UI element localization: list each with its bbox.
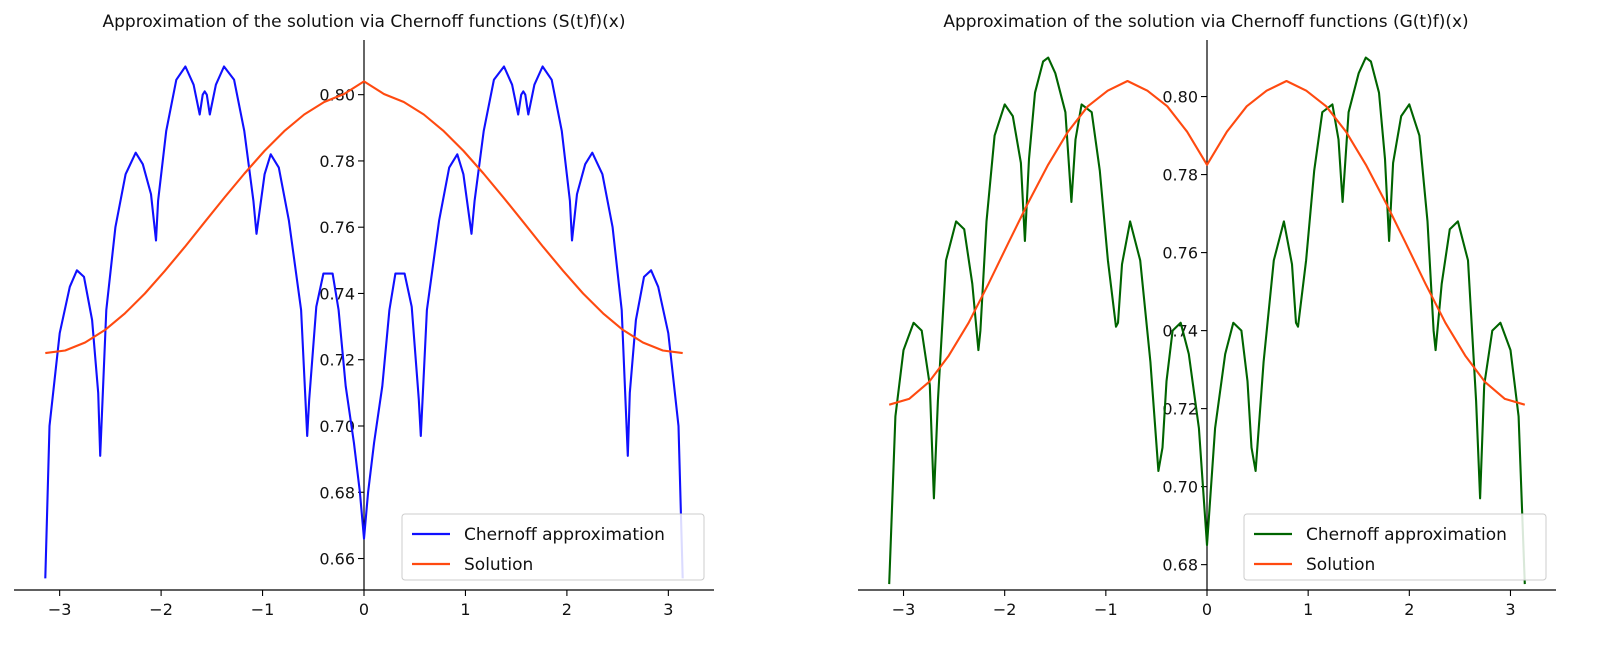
series-line-solution	[888, 79, 1526, 406]
y-tick-label: 0.68	[319, 483, 355, 502]
y-tick-label: 0.70	[1162, 478, 1198, 497]
legend-label: Solution	[464, 555, 533, 575]
y-tick-label: 0.80	[1162, 88, 1198, 107]
x-tick-label: 3	[1505, 600, 1515, 619]
legend-box	[401, 513, 705, 581]
x-tick-label: 1	[460, 600, 470, 619]
x-tick-label: 1	[1303, 600, 1313, 619]
series-line-chernoff-approximation	[44, 65, 684, 579]
y-tick-label: 0.72	[1162, 400, 1198, 419]
x-tick-label: 2	[562, 600, 572, 619]
legend-label: Chernoff approximation	[464, 525, 665, 545]
y-tick-label: 0.66	[319, 550, 355, 569]
x-tick-label: −2	[993, 600, 1017, 619]
x-tick-label: −3	[892, 600, 916, 619]
chart-title: Approximation of the solution via Cherno…	[103, 12, 626, 32]
x-tick-label: 0	[359, 600, 369, 619]
y-tick-label: 0.76	[1162, 244, 1198, 263]
y-tick-label: 0.78	[319, 152, 355, 171]
x-tick-label: −2	[149, 600, 173, 619]
chart-title: Approximation of the solution via Cherno…	[943, 12, 1468, 32]
legend-box	[1243, 513, 1547, 581]
legend-label: Chernoff approximation	[1306, 525, 1507, 545]
y-tick-label: 0.68	[1162, 556, 1198, 575]
y-tick-label: 0.72	[319, 351, 355, 370]
y-tick-label: 0.76	[319, 218, 355, 237]
x-tick-label: −1	[1094, 600, 1118, 619]
y-tick-label: 0.78	[1162, 166, 1198, 185]
x-tick-label: 0	[1202, 600, 1212, 619]
series-line-chernoff-approximation	[888, 56, 1526, 585]
x-tick-label: −3	[48, 600, 72, 619]
y-tick-label: 0.70	[319, 417, 355, 436]
chart-panel-s: Approximation of the solution via Cherno…	[14, 12, 714, 619]
x-tick-label: 3	[663, 600, 673, 619]
series-line-solution	[45, 80, 683, 355]
x-tick-label: −1	[251, 600, 275, 619]
chart-panel-g: Approximation of the solution via Cherno…	[858, 12, 1556, 619]
legend-label: Solution	[1306, 555, 1375, 575]
x-tick-label: 2	[1404, 600, 1414, 619]
y-tick-label: 0.74	[319, 284, 355, 303]
